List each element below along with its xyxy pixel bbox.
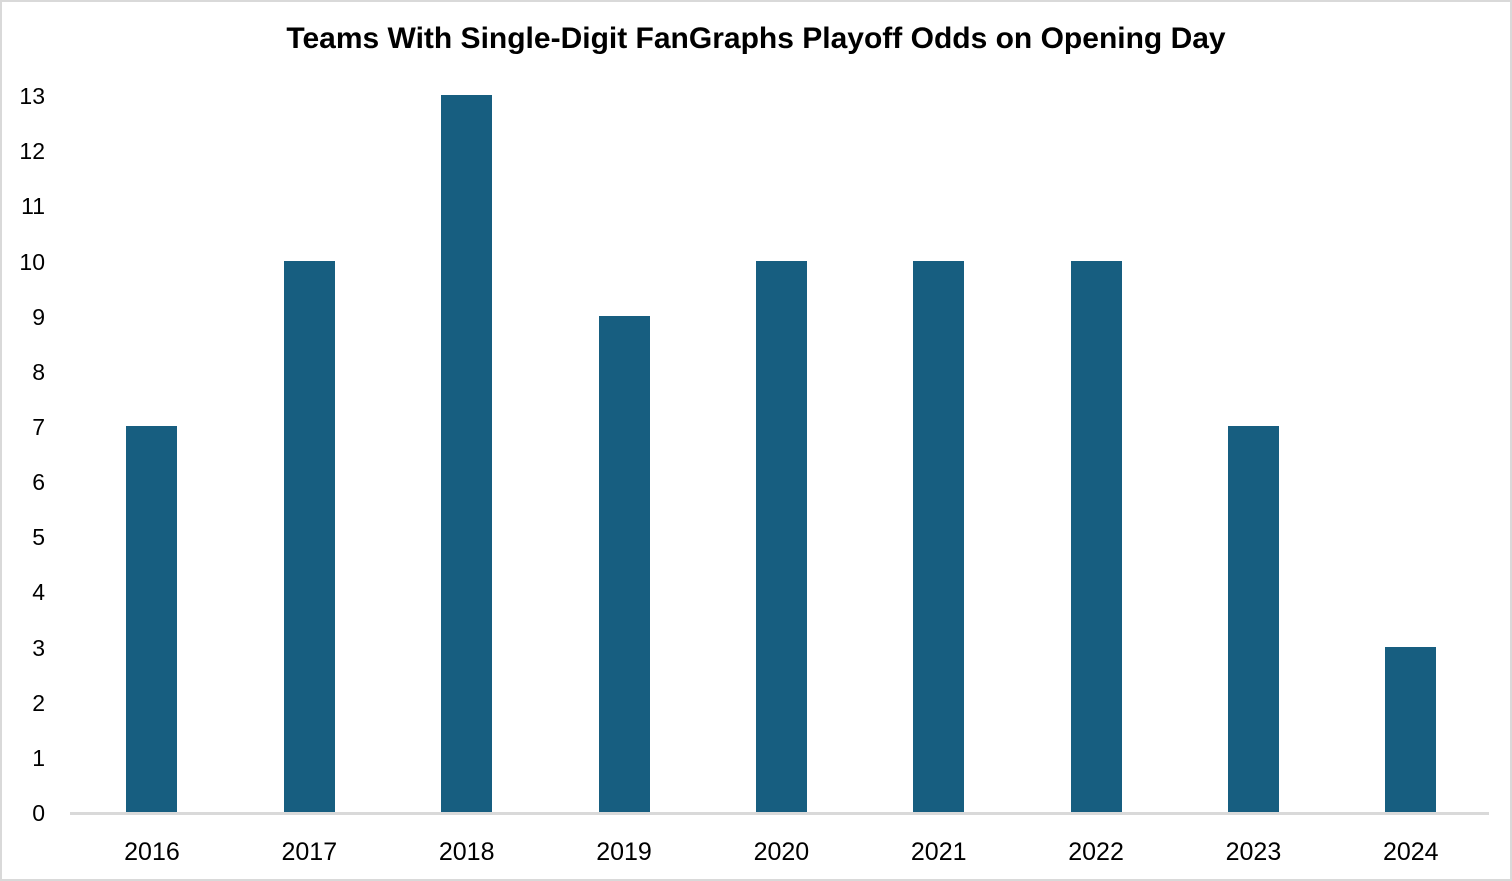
x-axis-tick-label: 2018	[438, 838, 495, 866]
y-axis-tick-label: 12	[19, 138, 45, 165]
x-axis-tick-label: 2017	[281, 838, 338, 866]
y-axis-tick-label: 0	[32, 800, 45, 826]
bar-2020	[755, 260, 807, 812]
x-axis-tick-label: 2021	[910, 838, 967, 866]
chart-title: Teams With Single-Digit FanGraphs Playof…	[286, 22, 1226, 55]
y-axis-tick-label: 11	[21, 193, 45, 220]
bar-2021	[913, 260, 965, 812]
bar-2022	[1070, 260, 1122, 812]
y-axis-tick-label: 10	[19, 248, 45, 275]
x-axis-tick-label: 2023	[1225, 838, 1282, 866]
y-axis-tick-label: 2	[32, 689, 45, 716]
y-axis-tick-label: 8	[32, 358, 45, 385]
bar-2016	[126, 425, 178, 812]
x-axis-line	[70, 812, 1489, 815]
y-axis-tick-label: 6	[32, 469, 45, 496]
x-axis-tick-label: 2022	[1068, 838, 1124, 866]
y-axis-tick-label: 13	[19, 83, 45, 110]
x-axis-tick-label: 2016	[124, 838, 180, 866]
y-axis-tick-label: 1	[32, 744, 45, 771]
x-axis-tick-label: 2019	[596, 838, 652, 866]
y-axis-tick-label: 9	[32, 303, 45, 330]
y-axis-tick-label: 5	[32, 524, 45, 551]
bar-2023	[1227, 425, 1279, 812]
bar-2019	[598, 315, 650, 812]
bar-2017	[283, 260, 335, 812]
x-axis-tick-label: 2024	[1382, 838, 1439, 866]
x-axis-tick-label: 2020	[753, 838, 810, 866]
y-axis-tick-label: 3	[32, 634, 45, 661]
bar-2024	[1385, 646, 1437, 812]
y-axis-tick-label: 4	[32, 579, 45, 606]
y-axis-tick-label: 7	[32, 413, 45, 440]
bar-2018	[441, 95, 493, 812]
